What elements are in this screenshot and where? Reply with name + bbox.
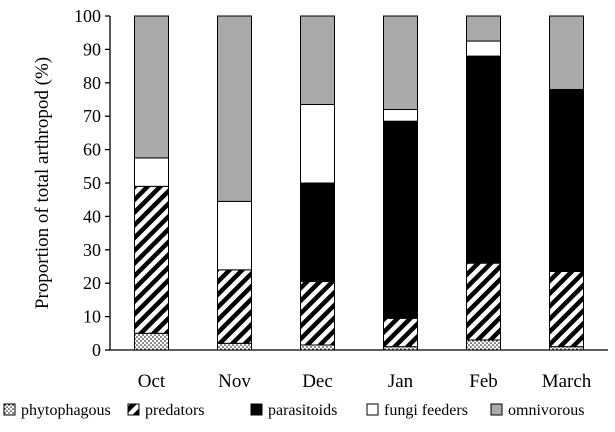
bar-segment-parasitoids-march <box>549 88 584 273</box>
x-tick-label: Feb <box>469 371 498 392</box>
y-tick-label: 60 <box>83 140 101 160</box>
y-tick-label: 20 <box>83 273 101 293</box>
y-axis-title: Proportion of total arthropod (%) <box>32 57 53 309</box>
legend-swatch <box>127 403 140 416</box>
bar-segment-predators-oct <box>134 185 169 334</box>
legend-swatch <box>250 403 263 416</box>
legend-label: omnivorous <box>508 402 584 419</box>
bar-segment-predators-feb <box>466 262 501 341</box>
y-tick-label: 30 <box>83 240 101 260</box>
bar-segment-parasitoids-feb <box>466 55 501 264</box>
bar-segment-phytophagous-dec <box>300 344 335 351</box>
bar-segment-phytophagous-march <box>549 346 584 351</box>
bar-segment-predators-nov <box>217 269 252 344</box>
y-tick-label: 50 <box>83 173 101 193</box>
legend-label: phytophagous <box>21 402 111 419</box>
legend: phytophagous predators parasitoids fungi fe… <box>3 402 584 419</box>
legend-label: predators <box>145 402 205 419</box>
bar-segment-parasitoids-jan <box>383 120 418 319</box>
y-tick-label: 80 <box>83 73 101 93</box>
axis-labels: 0 10 20 30 40 50 60 70 80 90 100 Proportion of tota… <box>32 6 592 392</box>
bar-segment-omnivorous-march <box>549 15 584 90</box>
bars <box>134 15 584 351</box>
x-tick-label: Dec <box>302 371 333 392</box>
legend-swatch <box>3 403 16 416</box>
x-tick-label: Jan <box>388 371 414 392</box>
bar-segment-fungi-feeders-nov <box>217 200 252 271</box>
legend-swatch <box>366 403 379 416</box>
x-tick-label: March <box>542 371 592 392</box>
legend-label: parasitoids <box>268 402 337 419</box>
bar-segment-phytophagous-oct <box>134 332 169 351</box>
bar-segment-omnivorous-jan <box>383 15 418 111</box>
bar-segment-fungi-feeders-feb <box>466 40 501 57</box>
legend-swatch <box>490 403 503 416</box>
bar-segment-fungi-feeders-dec <box>300 104 335 184</box>
bar-segment-phytophagous-jan <box>383 346 418 351</box>
bar-segment-fungi-feeders-jan <box>383 109 418 122</box>
x-tick-label: Oct <box>138 371 166 392</box>
y-tick-label: 0 <box>92 340 101 360</box>
x-tick-label: Nov <box>218 371 251 392</box>
y-tick-label: 40 <box>83 206 101 226</box>
axes <box>105 15 608 351</box>
bar-segment-omnivorous-feb <box>466 15 501 42</box>
bar-segment-parasitoids-dec <box>300 182 335 283</box>
y-tick-label: 90 <box>83 39 101 59</box>
y-tick-label: 10 <box>83 307 101 327</box>
bar-segment-predators-jan <box>383 317 418 348</box>
y-tick-label: 100 <box>74 6 101 26</box>
bar-segment-phytophagous-nov <box>217 342 252 351</box>
y-tick-label: 70 <box>83 106 101 126</box>
legend-label: fungi feeders <box>384 402 468 419</box>
bar-segment-omnivorous-nov <box>217 15 252 202</box>
bar-segment-fungi-feeders-oct <box>134 157 169 187</box>
bar-segment-omnivorous-oct <box>134 15 169 159</box>
bar-segment-phytophagous-feb <box>466 339 501 351</box>
bar-segment-predators-march <box>549 271 584 348</box>
bar-segment-predators-dec <box>300 281 335 346</box>
bar-segment-omnivorous-dec <box>300 15 335 106</box>
